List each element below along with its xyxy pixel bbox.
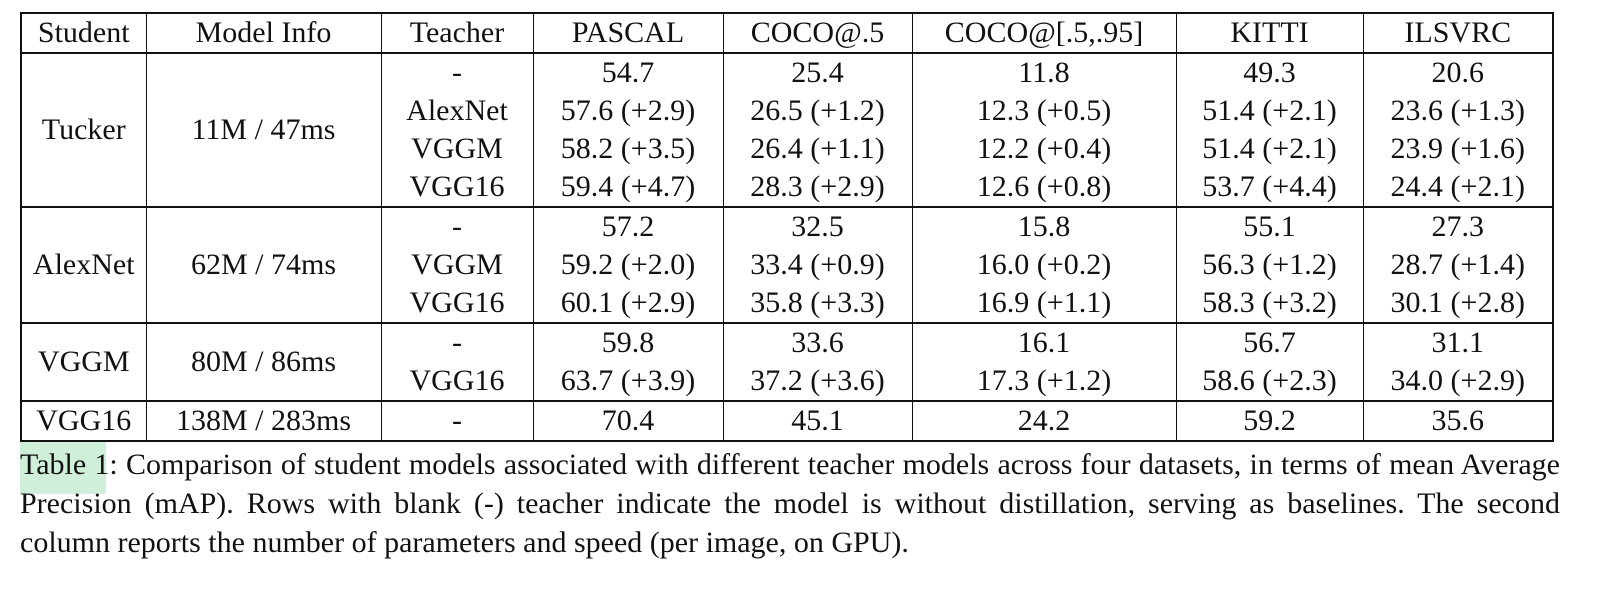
score-cell: 58.6 (+2.3) [1175, 362, 1364, 401]
score-cell: 70.4 [532, 400, 724, 441]
score-cell: 25.4 [722, 52, 913, 92]
student-cell: VGG16 [20, 400, 147, 441]
header-cell: KITTI [1175, 12, 1364, 53]
table-row: VGG16 138M / 283ms -70.4 45.1 24.2 59.2 35.6 [20, 400, 1554, 441]
score-cell: 28.3 (+2.9) [722, 168, 913, 207]
table-body: Student Model Info Teacher PASCAL COCO@.5 COC… [20, 12, 1554, 441]
results-table: Student Model Info Teacher PASCAL COCO@.5 COC… [20, 12, 1554, 442]
score-cell: 59.2 [1175, 400, 1364, 441]
score-cell: 20.6 [1362, 52, 1554, 92]
table-row: VGG16 63.7 (+3.9) 37.2 (+3.6) 17.3 (+1.2) 58… [21, 362, 1554, 401]
score-cell: 53.7 (+4.4) [1175, 168, 1364, 207]
score-cell: 58.2 (+3.5) [532, 130, 724, 168]
score-cell: 12.6 (+0.8) [911, 168, 1177, 207]
score-cell: 59.2 (+2.0) [532, 246, 724, 284]
model-info-cell: 62M / 74ms [145, 206, 382, 323]
header-cell: COCO@.5 [722, 12, 913, 53]
caption-text: Comparison of student models associated … [20, 448, 1560, 559]
score-cell: 17.3 (+1.2) [911, 362, 1177, 401]
table-row: VGGM 80M / 86ms -59.8 33.6 16.1 56.7 31.1 [20, 322, 1554, 401]
score-cell: 49.3 [1175, 52, 1364, 92]
score-cell: 11.8 [911, 52, 1177, 92]
header-cell: Teacher [380, 12, 534, 53]
score-cell: 27.3 [1362, 206, 1554, 246]
score-cell: 12.2 (+0.4) [911, 130, 1177, 168]
score-cell: 35.8 (+3.3) [722, 284, 913, 323]
score-cell: 57.2 [532, 206, 724, 246]
score-cell: 54.7 [532, 52, 724, 92]
teacher-cell: VGG16 [380, 168, 534, 207]
score-cell: 63.7 (+3.9) [532, 362, 724, 401]
score-cell: 34.0 (+2.9) [1362, 362, 1554, 401]
score-cell: 33.4 (+0.9) [722, 246, 913, 284]
score-cell: 12.3 (+0.5) [911, 92, 1177, 130]
table-row: VGG16 59.4 (+4.7) 28.3 (+2.9) 12.6 (+0.8) 53… [21, 168, 1554, 207]
header-cell: Student [20, 12, 147, 53]
teacher-cell: - [380, 206, 534, 246]
score-cell: 32.5 [722, 206, 913, 246]
score-cell: 58.3 (+3.2) [1175, 284, 1364, 323]
score-cell: 16.9 (+1.1) [911, 284, 1177, 323]
score-cell: 15.8 [911, 206, 1177, 246]
score-cell: 31.1 [1362, 322, 1554, 362]
score-cell: 26.5 (+1.2) [722, 92, 913, 130]
score-cell: 16.1 [911, 322, 1177, 362]
score-cell: 30.1 (+2.8) [1362, 284, 1554, 323]
header-cell: ILSVRC [1362, 12, 1554, 53]
teacher-cell: VGGM [380, 130, 534, 168]
header-cell: Model Info [145, 12, 382, 53]
score-cell: 23.9 (+1.6) [1362, 130, 1554, 168]
score-cell: 26.4 (+1.1) [722, 130, 913, 168]
model-info-cell: 138M / 283ms [145, 400, 382, 441]
table-row: AlexNet 57.6 (+2.9) 26.5 (+1.2) 12.3 (+0.5)… [21, 92, 1554, 130]
score-cell: 56.3 (+1.2) [1175, 246, 1364, 284]
caption: Table 1: Comparison of student models as… [20, 445, 1560, 562]
teacher-cell: VGG16 [380, 362, 534, 401]
table-row: Tucker 11M / 47ms -54.7 25.4 11.8 49.3 20.6 [20, 52, 1554, 207]
student-cell: VGGM [20, 322, 147, 401]
score-cell: 33.6 [722, 322, 913, 362]
score-cell: 60.1 (+2.9) [532, 284, 724, 323]
score-cell: 23.6 (+1.3) [1362, 92, 1554, 130]
teacher-cell: - [380, 322, 534, 362]
table-row: VGGM 59.2 (+2.0) 33.4 (+0.9) 16.0 (+0.2) 56.… [21, 246, 1554, 284]
model-info-cell: 11M / 47ms [145, 52, 382, 207]
teacher-cell: - [380, 52, 534, 92]
score-cell: 51.4 (+2.1) [1175, 92, 1364, 130]
teacher-cell: VGGM [380, 246, 534, 284]
score-cell: 45.1 [722, 400, 913, 441]
score-cell: 24.2 [911, 400, 1177, 441]
score-cell: 59.8 [532, 322, 724, 362]
header-cell: COCO@[.5,.95] [911, 12, 1177, 53]
score-cell: 57.6 (+2.9) [532, 92, 724, 130]
teacher-cell: AlexNet [380, 92, 534, 130]
score-cell: 28.7 (+1.4) [1362, 246, 1554, 284]
score-cell: 35.6 [1362, 400, 1554, 441]
student-cell: Tucker [20, 52, 147, 207]
table-row: AlexNet 62M / 74ms -57.2 32.5 15.8 55.1 27.3 [20, 206, 1554, 323]
score-cell: 16.0 (+0.2) [911, 246, 1177, 284]
score-cell: 24.4 (+2.1) [1362, 168, 1554, 207]
table-row: VGG16 60.1 (+2.9) 35.8 (+3.3) 16.9 (+1.1) 58… [21, 284, 1554, 323]
header-cell: PASCAL [532, 12, 724, 53]
score-cell: 56.7 [1175, 322, 1364, 362]
header-row: Student Model Info Teacher PASCAL COCO@.5 COC… [20, 12, 1554, 53]
score-cell: 51.4 (+2.1) [1175, 130, 1364, 168]
model-info-cell: 80M / 86ms [145, 322, 382, 401]
score-cell: 37.2 (+3.6) [722, 362, 913, 401]
teacher-cell: - [380, 400, 534, 441]
highlight [20, 442, 106, 494]
caption-label: Table 1: [20, 448, 118, 481]
table-row: VGGM 58.2 (+3.5) 26.4 (+1.1) 12.2 (+0.4) 51.… [21, 130, 1554, 168]
score-cell: 59.4 (+4.7) [532, 168, 724, 207]
student-cell: AlexNet [20, 206, 147, 323]
score-cell: 55.1 [1175, 206, 1364, 246]
teacher-cell: VGG16 [380, 284, 534, 323]
